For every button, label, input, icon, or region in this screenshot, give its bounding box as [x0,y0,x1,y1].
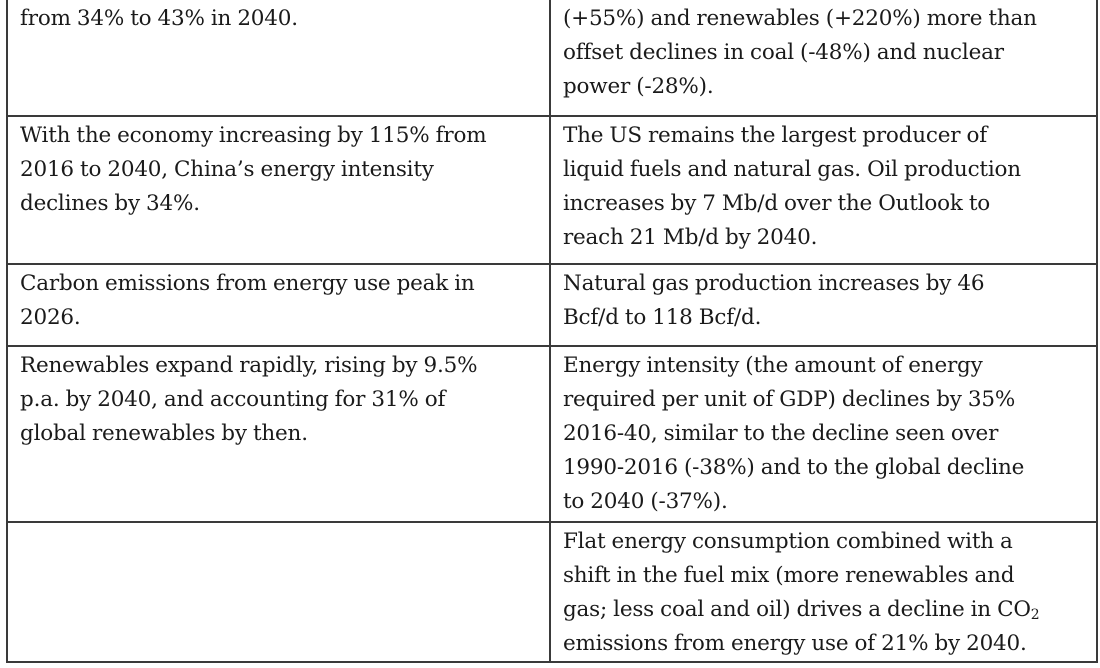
cell-text: Energy intensity (the amount of energy r… [562,353,1025,514]
cell-text: from 34% to 43% in 2040. [20,6,298,31]
table-cell-left: With the economy increasing by 115% from… [6,115,551,265]
table-row: Flat energy consumption combined with a … [6,521,1099,663]
table-row: from 34% to 43% in 2040. (+55%) and rene… [6,0,1099,117]
cell-text: Carbon emissions from energy use peak in… [20,271,475,330]
cell-text: With the economy increasing by 115% from… [20,123,487,216]
cell-text: Flat energy consumption combined with a … [563,525,1086,661]
outlook-comparison-table: from 34% to 43% in 2040. (+55%) and rene… [6,0,1099,663]
table-row: With the economy increasing by 115% from… [6,115,1099,265]
cell-text: (+55%) and renewables (+220%) more than … [562,6,1037,99]
cell-text-part: emissions from energy use of 21% by 2040… [562,631,1027,656]
table-row: Renewables expand rapidly, rising by 9.5… [6,345,1099,523]
table-cell-left: Carbon emissions from energy use peak in… [6,263,551,347]
subscript-text: 2 [1030,606,1040,623]
table-cell-right: Natural gas production increases by 46 B… [548,263,1099,347]
table-cell-right: Flat energy consumption combined with a … [548,521,1099,663]
table-row: Carbon emissions from energy use peak in… [6,263,1099,347]
cell-text-part: Flat energy consumption combined with a … [562,529,1031,622]
cell-text: The US remains the largest producer of l… [562,123,1021,250]
table-cell-left: from 34% to 43% in 2040. [6,0,551,117]
table-cell-right: The US remains the largest producer of l… [548,115,1099,265]
table-cell-left [6,521,551,663]
table-cell-left: Renewables expand rapidly, rising by 9.5… [6,345,551,523]
table-cell-right: (+55%) and renewables (+220%) more than … [548,0,1099,117]
cell-text: Natural gas production increases by 46 B… [562,271,985,330]
cell-text: Renewables expand rapidly, rising by 9.5… [20,353,478,446]
table-cell-right: Energy intensity (the amount of energy r… [548,345,1099,523]
